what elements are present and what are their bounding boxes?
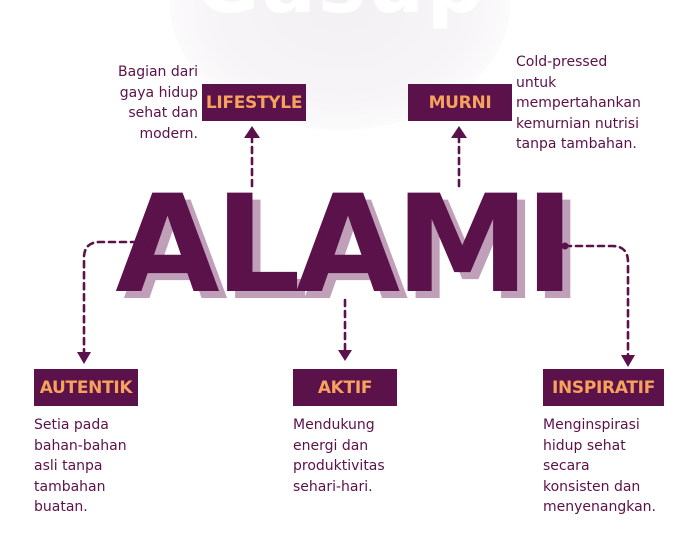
label-autentik: AUTENTIK	[34, 369, 138, 406]
arrowhead-aktif	[338, 350, 352, 361]
arrowhead-lifestyle	[244, 126, 260, 138]
arrow-inspiratif	[563, 244, 630, 358]
arrow-autentik-start-dot	[144, 238, 152, 246]
arrow-autentik	[82, 240, 150, 354]
desc-aktif: Mendukung energi dan produktivitas sehar…	[293, 417, 385, 495]
arrowhead-autentik	[77, 352, 91, 364]
label-lifestyle: LIFESTYLE	[202, 84, 306, 121]
desc-lifestyle: Bagian dari gaya hidup sehat dan modern.	[118, 64, 198, 142]
main-word-shadow: ALAMI	[123, 173, 583, 330]
main-word: ALAMI	[115, 166, 575, 323]
desc-murni: Cold-pressed untuk mempertahankan kemurn…	[516, 54, 641, 152]
arrowhead-murni	[451, 126, 467, 138]
desc-inspiratif: Menginspirasi hidup sehat secara konsist…	[543, 417, 656, 515]
label-aktif: AKTIF	[293, 369, 397, 406]
label-murni: MURNI	[408, 84, 512, 121]
desc-autentik: Setia pada bahan-bahan asli tanpa tambah…	[34, 417, 127, 515]
label-inspiratif: INSPIRATIF	[543, 369, 664, 406]
background-brand-word: Gasup	[190, 0, 490, 31]
arrow-inspiratif-start-dot	[561, 242, 569, 250]
arrowhead-inspiratif	[621, 355, 635, 367]
